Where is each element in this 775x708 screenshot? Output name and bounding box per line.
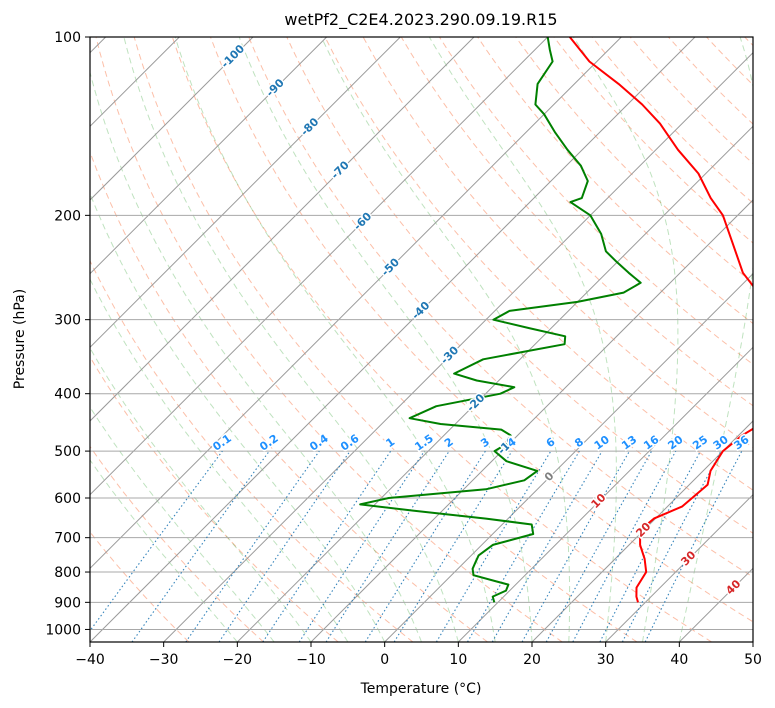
dry-adiabat <box>515 37 753 284</box>
mixing-ratio-line <box>364 450 486 642</box>
y-tick-label: 300 <box>54 313 81 329</box>
y-tick-label: 900 <box>54 595 81 611</box>
isotherm <box>90 37 622 570</box>
x-axis-title: Temperature (°C) <box>360 681 482 697</box>
mixing-ratio-line <box>131 450 270 642</box>
y-tick-label: 700 <box>54 531 81 547</box>
moist-adiabat <box>572 37 679 642</box>
isotherm <box>90 37 696 642</box>
dry-adiabat <box>248 37 753 578</box>
moist-adiabat <box>90 278 349 642</box>
dry-adiabat <box>90 445 264 642</box>
y-tick-label: 200 <box>54 208 81 224</box>
plot-frame <box>89 36 754 643</box>
y-tick-label: 100 <box>54 30 81 46</box>
isotherm <box>457 346 753 642</box>
mixing-ratio-line <box>218 450 351 642</box>
isotherm <box>90 37 328 275</box>
x-tick-label: −30 <box>149 652 179 668</box>
isotherm <box>90 37 475 422</box>
isotherm <box>90 37 401 349</box>
moist-adiabat <box>174 37 496 642</box>
mixing-ratio-line <box>491 450 603 642</box>
x-tick-label: 30 <box>597 652 615 668</box>
x-tick-label: −40 <box>75 652 105 668</box>
moist-adiabat <box>428 37 617 642</box>
y-tick-label: 1000 <box>45 622 81 638</box>
moist-adiabat <box>90 192 386 642</box>
dry-adiabat <box>171 37 712 642</box>
mixing-ratio-line <box>467 450 580 642</box>
y-tick-label: 500 <box>54 444 81 460</box>
dry-adiabat <box>95 37 563 642</box>
isotherm <box>605 493 753 642</box>
mixing-ratio-line <box>435 450 552 642</box>
isotherm <box>531 420 753 642</box>
x-tick-label: −20 <box>223 652 253 668</box>
x-tick-label: 40 <box>670 652 688 668</box>
dry-adiabat <box>90 259 414 642</box>
isotherm <box>90 37 254 201</box>
x-tick-label: 20 <box>523 652 541 668</box>
mixing-ratio-line <box>393 450 513 642</box>
mixing-ratio-line <box>521 450 630 642</box>
y-tick-label: 800 <box>54 565 81 581</box>
dry-adiabat <box>210 37 753 623</box>
isotherm <box>384 272 753 642</box>
dry-adiabat <box>324 37 753 491</box>
dry-adiabat <box>477 37 753 325</box>
moist-adiabat <box>678 37 753 642</box>
moist-adiabat <box>90 459 238 642</box>
isotherm <box>90 37 549 496</box>
x-tick-label: 0 <box>380 652 389 668</box>
isotherm <box>163 51 753 642</box>
y-tick-label: 400 <box>54 387 81 403</box>
moist-adiabat <box>123 37 459 642</box>
moist-adiabat <box>320 37 571 642</box>
mixing-ratio-line <box>545 450 653 642</box>
x-tick-label: 50 <box>744 652 762 668</box>
x-tick-label: 10 <box>449 652 467 668</box>
dry-adiabat <box>133 37 638 642</box>
y-tick-label: 600 <box>54 491 81 507</box>
moist-adiabat <box>90 70 422 642</box>
dry-adiabat <box>629 37 753 165</box>
mixing-ratio-line <box>325 450 450 642</box>
moist-adiabat <box>238 37 533 642</box>
isotherm <box>310 199 753 642</box>
y-axis-title: Pressure (hPa) <box>12 289 28 389</box>
axes: −40 −30 −20 −10 0 10 20 30 40 50 100 200 300 400 500 60… <box>45 30 762 668</box>
dry-adiabat <box>400 37 753 407</box>
chart-title: wetPf2_C2E4.2023.290.09.19.R15 <box>284 10 557 30</box>
mixing-ratio-line <box>572 450 677 642</box>
isotherm <box>236 125 753 642</box>
moist-adiabat <box>90 406 275 642</box>
temperature-profile-line <box>569 37 753 603</box>
dry-adiabat <box>591 37 753 204</box>
mixing-ratio-line <box>90 450 223 632</box>
x-tick-label: −10 <box>296 652 326 668</box>
plot-area <box>90 37 753 642</box>
mixing-ratio-line <box>185 450 320 642</box>
dewpoint-profile-line <box>359 37 642 603</box>
